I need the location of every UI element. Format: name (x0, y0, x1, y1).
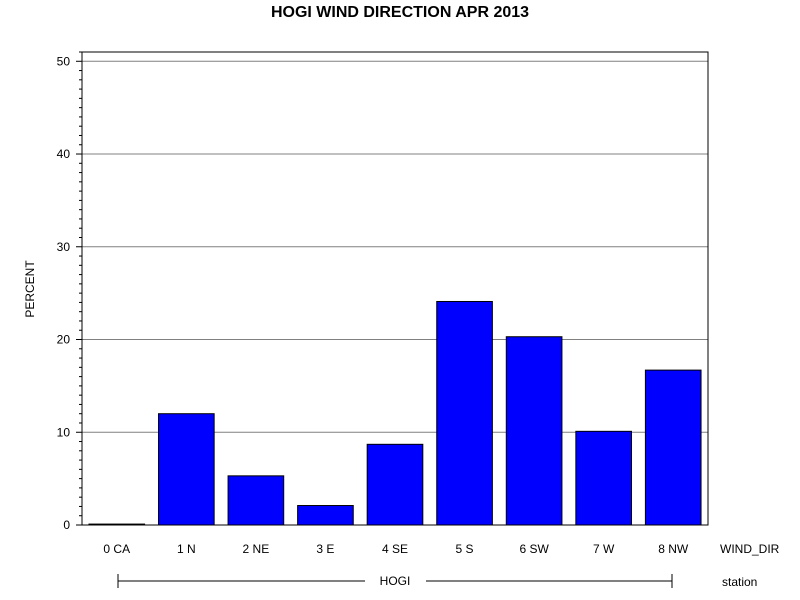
x-tick-label: 6 SW (519, 542, 549, 556)
x-tick-label: 2 NE (243, 542, 270, 556)
x-tick-label: 8 NW (658, 542, 689, 556)
bar-3-e (297, 505, 354, 526)
bars (88, 300, 702, 526)
x-tick-label: 7 W (593, 542, 615, 556)
bar-7-w (575, 430, 632, 526)
x-axis-tick-labels: 0 CA 1 N 2 NE 3 E 4 SE 5 S 6 SW 7 W 8 NW (103, 542, 688, 556)
y-tick-label: 0 (63, 518, 70, 532)
x-tick-label: 0 CA (103, 542, 130, 556)
bar-2-ne (227, 475, 285, 526)
gridlines (82, 60, 708, 433)
x-tick-label: 4 SE (382, 542, 408, 556)
y-tick-label: 20 (57, 333, 71, 347)
y-axis-label: PERCENT (23, 260, 37, 318)
station-group: HOGI (117, 574, 673, 588)
x-tick-label: 1 N (177, 542, 196, 556)
plot-frame (81, 51, 709, 526)
x-tick-label: 3 E (316, 542, 334, 556)
bar-5-s (436, 300, 493, 526)
group-label: HOGI (380, 574, 411, 588)
y-tick-label: 40 (57, 147, 71, 161)
x-tick-label: 5 S (456, 542, 474, 556)
y-axis: 0 10 20 30 40 50 (57, 51, 82, 532)
y-tick-label: 50 (57, 54, 71, 68)
chart-title: HOGI WIND DIRECTION APR 2013 (271, 4, 529, 21)
bar-1-n (158, 413, 215, 526)
y-tick-label: 10 (57, 425, 71, 439)
bar-6-sw (505, 336, 563, 526)
y-tick-label: 30 (57, 240, 71, 254)
group-axis-label: station (722, 575, 757, 589)
x-axis-label: WIND_DIR (720, 542, 780, 556)
bar-8-nw (644, 369, 702, 526)
bar-4-se (366, 443, 424, 526)
